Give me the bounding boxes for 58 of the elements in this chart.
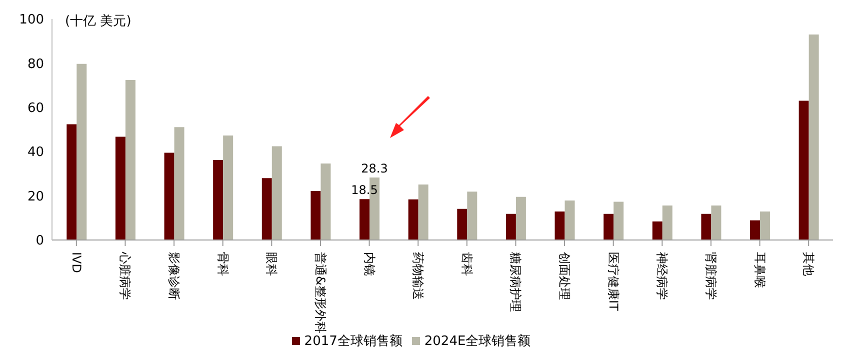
y-tick-label: 0 bbox=[36, 234, 44, 249]
bar bbox=[457, 208, 468, 240]
bar bbox=[750, 220, 760, 240]
data-label: 18.5 bbox=[351, 183, 378, 198]
bar bbox=[262, 178, 272, 240]
bar bbox=[808, 34, 819, 240]
bar bbox=[272, 146, 282, 240]
bar bbox=[711, 206, 722, 240]
bar bbox=[408, 199, 418, 240]
bar bbox=[554, 211, 565, 240]
bar bbox=[310, 190, 321, 240]
bar bbox=[66, 124, 77, 240]
bar bbox=[662, 206, 672, 240]
y-axis-title: (十亿 美元) bbox=[65, 13, 132, 30]
bar bbox=[223, 135, 234, 240]
bar bbox=[614, 202, 624, 240]
bar bbox=[516, 196, 526, 240]
x-tick-label: 药物输送 bbox=[411, 252, 426, 300]
bar bbox=[320, 164, 331, 240]
y-tick-label: 60 bbox=[27, 101, 44, 116]
bar bbox=[701, 214, 712, 240]
legend-label: 2024E全球销售额 bbox=[424, 334, 531, 349]
bar bbox=[604, 214, 614, 240]
x-tick-label: 普通&整形外科 bbox=[313, 252, 328, 334]
bar bbox=[125, 80, 136, 240]
x-tick-label: 齿科 bbox=[460, 252, 474, 276]
bar bbox=[798, 100, 809, 240]
bar bbox=[360, 199, 370, 240]
bar bbox=[652, 221, 662, 240]
x-tick-label: 其他 bbox=[802, 252, 816, 276]
legend-label: 2017全球销售额 bbox=[304, 334, 402, 349]
bar bbox=[418, 184, 428, 240]
x-tick-label: 内镜 bbox=[362, 252, 376, 276]
y-tick-label: 80 bbox=[27, 56, 44, 72]
x-tick-label: 糖尿病护理 bbox=[508, 252, 523, 312]
bar bbox=[115, 136, 126, 240]
y-tick-label: 40 bbox=[27, 145, 44, 160]
x-tick-label: 创面处理 bbox=[558, 252, 572, 300]
y-tick-label: 20 bbox=[27, 189, 44, 204]
x-tick-label: 耳鼻喉 bbox=[752, 252, 767, 288]
bar bbox=[506, 214, 516, 240]
y-tick-label: 100 bbox=[19, 12, 44, 28]
bar bbox=[164, 152, 174, 240]
bar bbox=[174, 127, 184, 240]
x-tick-label: 骨科 bbox=[216, 252, 230, 276]
x-tick-label: 影像诊断 bbox=[167, 252, 182, 300]
bar bbox=[213, 160, 224, 240]
x-tick-label: 医疗健康IT bbox=[606, 252, 620, 312]
x-tick-label: 心脏病学 bbox=[118, 251, 132, 300]
bar bbox=[564, 200, 575, 240]
x-tick-label: 眼科 bbox=[264, 252, 279, 276]
bar bbox=[760, 211, 770, 240]
x-tick-label: IVD bbox=[69, 252, 84, 273]
data-label: 28.3 bbox=[361, 161, 388, 176]
x-tick-label: 肾脏病学 bbox=[704, 252, 718, 300]
x-tick-label: 神经病学 bbox=[655, 252, 670, 300]
bar bbox=[467, 192, 478, 240]
bar bbox=[76, 64, 87, 240]
